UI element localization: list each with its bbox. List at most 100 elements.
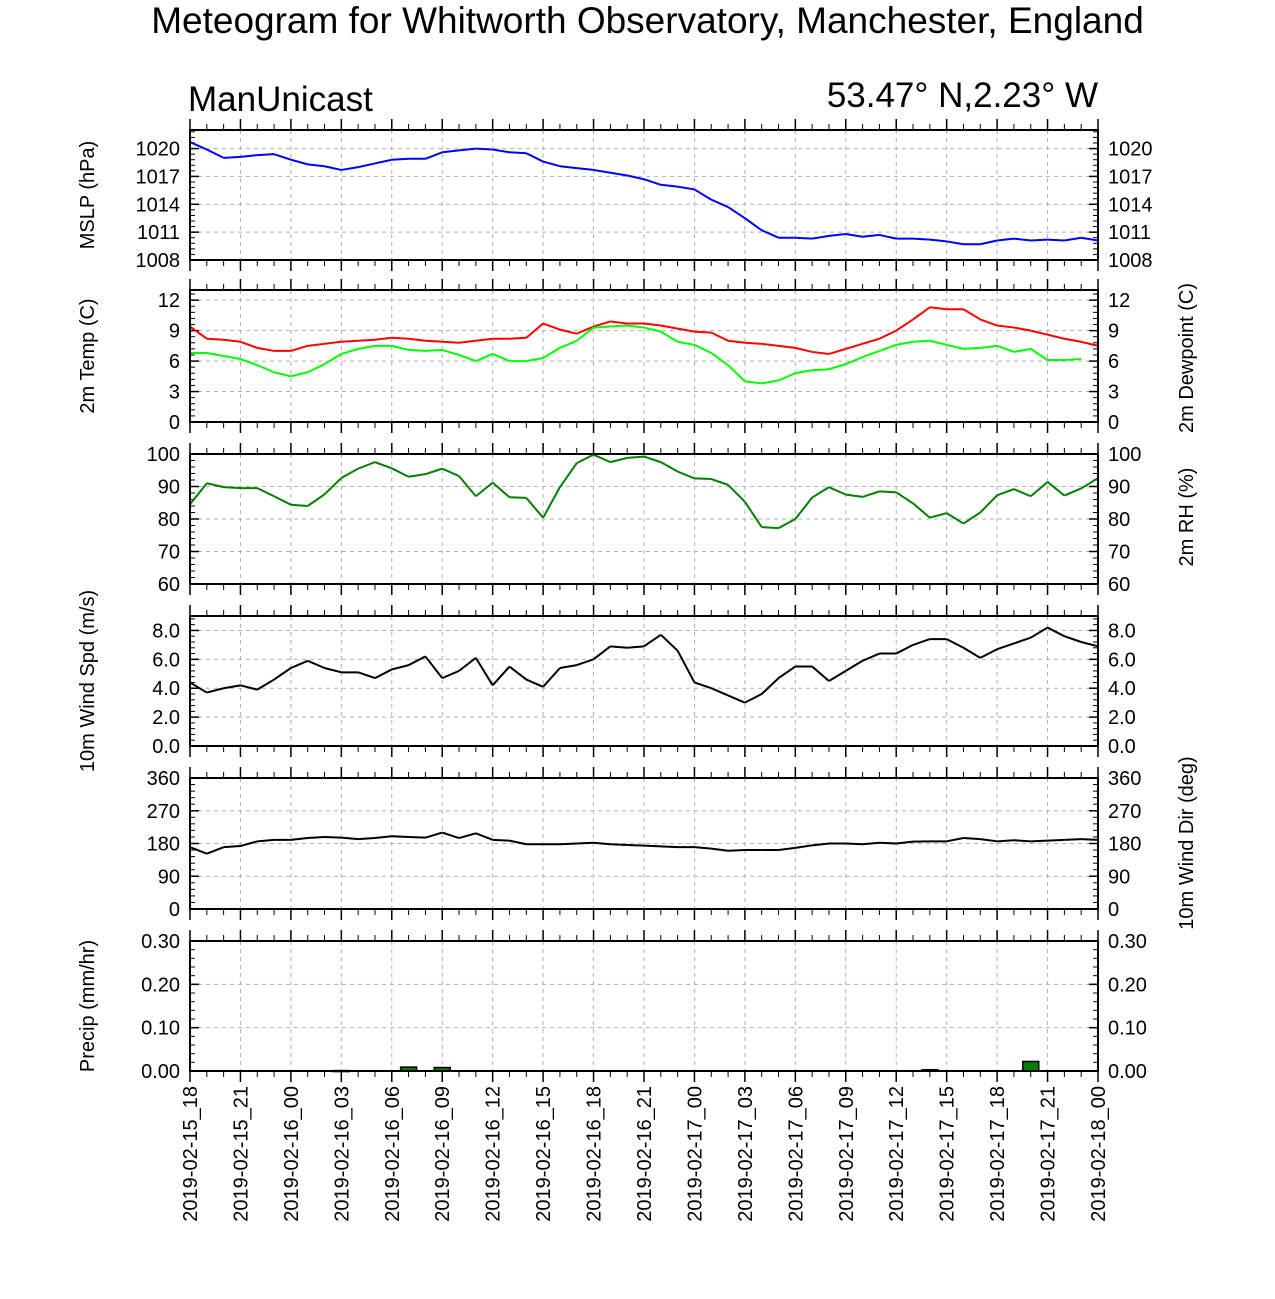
series-2-0-segment — [206, 482, 224, 489]
series-3-0-segment — [525, 678, 544, 688]
series-2-0-segment — [627, 455, 645, 459]
series-1-1-segment — [610, 324, 628, 328]
series-3-0-segment — [324, 667, 342, 674]
series-4-0-segment — [307, 835, 325, 840]
series-1-0-segment — [290, 344, 308, 352]
series-0-0-segment — [727, 206, 746, 220]
y-tick-label-right: 0.20 — [1108, 974, 1147, 996]
series-2-0-segment — [710, 478, 729, 486]
y-tick-label-left: 1014 — [136, 194, 181, 216]
series-3-0-segment — [374, 668, 393, 679]
series-4-0-segment — [458, 832, 477, 840]
series-1-0-segment — [341, 339, 359, 343]
series-2-0-segment — [879, 490, 897, 494]
series-1-0-segment — [929, 306, 947, 311]
series-4-0-segment — [341, 836, 359, 841]
series-2-0-segment — [374, 461, 393, 470]
series-2-0-segment — [794, 496, 813, 520]
series-1-1-segment — [912, 339, 930, 343]
series-1-1-segment — [778, 372, 796, 382]
series-2-0-segment — [1063, 487, 1082, 497]
series-4-0-segment — [963, 837, 981, 841]
y-tick-label-right: 2.0 — [1108, 707, 1136, 729]
series-4-0-segment — [795, 844, 813, 849]
series-0-0-segment — [879, 233, 897, 240]
series-0-0-segment — [492, 148, 510, 154]
series-2-0-segment — [509, 496, 527, 499]
series-2-0-segment — [761, 526, 779, 530]
series-1-0-segment — [812, 350, 830, 355]
series-1-1-segment — [627, 324, 645, 329]
series-2-0-segment — [273, 495, 292, 506]
panel-frame — [189, 615, 1099, 747]
series-3-0-segment — [223, 684, 241, 690]
y-tick-label-left: 90 — [158, 477, 180, 499]
y-tick-label-right: 1011 — [1108, 222, 1151, 244]
series-4-0-segment — [997, 839, 1014, 843]
series-2-0-segment — [593, 453, 611, 464]
series-1-1-segment — [929, 339, 947, 346]
series-2-0-segment — [475, 481, 494, 498]
series-3-0-segment — [744, 693, 763, 704]
series-3-0-segment — [862, 652, 880, 662]
series-3-0-segment — [592, 645, 611, 661]
series-0-0-segment — [744, 217, 763, 232]
series-3-0-segment — [256, 678, 275, 691]
series-1-1-segment — [290, 371, 308, 378]
series-3-0-segment — [828, 670, 847, 682]
series-3-0-segment — [542, 667, 561, 688]
series-4-0-segment — [509, 839, 527, 846]
series-1-0-segment — [559, 328, 577, 335]
series-1-1-segment — [357, 344, 376, 350]
y-tick-label-right: 100 — [1108, 444, 1141, 466]
series-2-0-segment — [643, 455, 662, 464]
series-1-0-segment — [1080, 340, 1099, 347]
series-1-1-segment — [458, 354, 477, 363]
panel-frame — [189, 129, 1099, 261]
x-tick-label: 2019-02-17_12 — [886, 1086, 908, 1222]
series-0-0-segment — [357, 162, 376, 169]
series-4-0-segment — [862, 841, 880, 846]
series-1-0-segment — [593, 320, 611, 328]
y-tick-label-left: 80 — [158, 509, 180, 531]
series-1-0-segment — [895, 318, 914, 332]
series-1-1-segment — [660, 330, 679, 343]
series-3-0-segment — [508, 665, 527, 681]
series-0-0-segment — [1013, 237, 1031, 242]
series-0-0-segment — [240, 154, 258, 158]
series-4-0-segment — [576, 841, 594, 845]
series-2-0-segment — [727, 484, 746, 503]
series-0-0-segment — [458, 147, 476, 152]
y-tick-label-right: 0.00 — [1108, 1061, 1147, 1083]
series-1-1-segment — [307, 363, 325, 374]
series-2-0-segment — [1080, 477, 1099, 490]
y-tick-label-right: 70 — [1108, 542, 1130, 564]
x-tick-label: 2019-02-17_00 — [684, 1086, 706, 1222]
series-1-1-segment — [408, 348, 426, 352]
series-4-0-segment — [1030, 839, 1048, 843]
series-1-1-segment — [727, 364, 746, 383]
series-1-1-segment — [475, 353, 494, 362]
series-1-1-segment — [273, 371, 292, 378]
series-2-0-segment — [357, 461, 376, 470]
series-3-0-segment — [946, 638, 964, 649]
panel-frame — [189, 453, 1099, 585]
series-4-0-segment — [1013, 839, 1031, 843]
series-1-0-segment — [1030, 329, 1048, 336]
series-4-0-segment — [391, 835, 409, 838]
y-tick-label-right: 60 — [1108, 574, 1130, 596]
y-tick-label-left: 0.30 — [141, 931, 180, 953]
series-0-0-segment — [626, 174, 645, 181]
series-2-0-segment — [525, 497, 544, 519]
series-3-0-segment — [441, 669, 460, 680]
y-tick-label-right: 0.0 — [1108, 736, 1136, 758]
panel-frame — [189, 289, 1099, 423]
series-1-1-segment — [980, 344, 998, 349]
series-3-0-segment — [1013, 636, 1032, 645]
series-1-0-segment — [996, 324, 1015, 329]
y-tick-label-left: 100 — [147, 444, 180, 466]
y-tick-label-right: 360 — [1108, 768, 1141, 790]
series-3-0-segment — [307, 659, 325, 669]
series-0-0-segment — [425, 151, 443, 160]
x-tick-label: 2019-02-17_15 — [937, 1086, 959, 1222]
